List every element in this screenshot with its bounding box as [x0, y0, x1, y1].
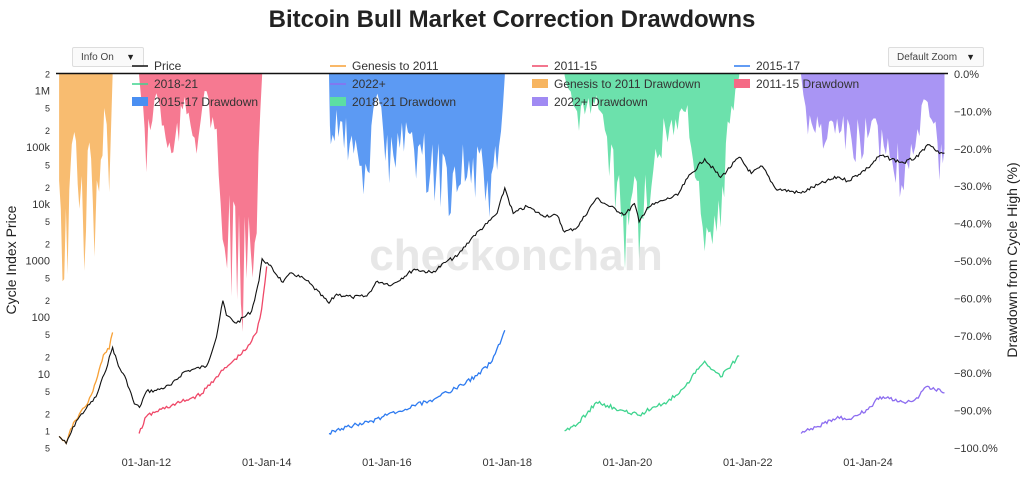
- y-tick-label: 2: [45, 296, 50, 306]
- y2-tick-label: −80.0%: [954, 368, 992, 380]
- x-tick-label: 01-Jan-12: [122, 457, 172, 469]
- right-y-axis: 0.0% −10.0% −20.0% −30.0% −40.0% −50.0% −60.0%…: [954, 69, 998, 455]
- y2-tick-label: −100.0%: [954, 443, 998, 455]
- drawdown-area-genesis-to-2011-drawdown: [59, 74, 113, 282]
- legend-label-2022: 2022+: [352, 77, 386, 91]
- watermark: checkonchain: [369, 231, 662, 280]
- y-tick-label: 2: [45, 409, 50, 419]
- y2-tick-label: −10.0%: [954, 106, 992, 118]
- x-tick-label: 01-Jan-22: [723, 457, 773, 469]
- y-tick-label: 2: [45, 183, 50, 193]
- legend-label-2015-17-drawdown: 2015-17 Drawdown: [154, 95, 258, 109]
- y-tick-label: 1: [45, 426, 50, 436]
- series-line-2018-21: [564, 355, 740, 432]
- legend-label-price: Price: [154, 59, 182, 73]
- y-tick-label: 2: [45, 70, 50, 80]
- info-toggle-dropdown[interactable]: Info On ▼: [72, 47, 144, 67]
- y-tick-label: 2: [45, 353, 50, 363]
- legend-label-2018-21-drawdown: 2018-21 Drawdown: [352, 95, 456, 109]
- y-tick-label: 2: [45, 239, 50, 249]
- info-toggle-label: Info On: [81, 51, 114, 63]
- y-tick-label: 2: [45, 126, 50, 136]
- y2-tick-label: −50.0%: [954, 256, 992, 268]
- drawdown-area-2018-21-drawdown: [564, 74, 740, 269]
- y-tick-label: 10: [38, 369, 50, 381]
- drawdown-areas: [59, 74, 945, 332]
- y2-tick-label: −30.0%: [954, 181, 992, 193]
- series-line-2022: [800, 385, 945, 434]
- y2-tick-label: −60.0%: [954, 293, 992, 305]
- y-tick-label: 100k: [26, 142, 50, 154]
- chart-title: Bitcoin Bull Market Correction Drawdowns: [268, 6, 756, 33]
- x-tick-label: 01-Jan-24: [843, 457, 893, 469]
- legend-label-2011-15-drawdown: 2011-15 Drawdown: [756, 77, 859, 91]
- y2-tick-label: −90.0%: [954, 406, 992, 418]
- x-tick-label: 01-Jan-18: [482, 457, 532, 469]
- y-tick-label: 10k: [32, 199, 50, 211]
- y-tick-label: 1000: [26, 256, 50, 268]
- y2-axis-title: Drawdown from Cycle High (%): [1004, 162, 1020, 357]
- y-tick-label: 5: [45, 217, 50, 227]
- series-line-2011-15: [138, 266, 268, 434]
- legend-swatch-genesis-to-2011-drawdown: [532, 79, 548, 88]
- x-tick-label: 01-Jan-16: [362, 457, 412, 469]
- y-tick-label: 5: [45, 444, 50, 454]
- drawdown-area-2022-drawdown: [801, 74, 945, 198]
- x-tick-label: 01-Jan-14: [242, 457, 292, 469]
- legend-label-genesis-to-2011-drawdown: Genesis to 2011 Drawdown: [554, 77, 701, 91]
- series-line-genesis-to-2011: [58, 332, 114, 446]
- series-line-2015-17: [328, 329, 506, 435]
- dropdown-arrow-icon: ▼: [126, 52, 135, 62]
- legend: Price Genesis to 2011 2011-15 2015-17 2018-2…: [132, 59, 859, 109]
- y2-tick-label: 0.0%: [954, 69, 979, 81]
- y-tick-label: 1M: [35, 86, 50, 98]
- y2-tick-label: −20.0%: [954, 144, 992, 156]
- series-line-price: [58, 144, 945, 445]
- y-tick-label: 5: [45, 330, 50, 340]
- y2-tick-label: −40.0%: [954, 219, 992, 231]
- legend-swatch-2018-21-drawdown: [330, 97, 346, 106]
- y2-tick-label: −70.0%: [954, 331, 992, 343]
- left-y-axis: 2 1M 5 2 100k 5 2 10k 5 2 1000 5 2 100 5 2 10 5 2 1 5: [26, 70, 51, 454]
- zoom-label: Default Zoom: [897, 51, 958, 63]
- x-tick-label: 01-Jan-20: [603, 457, 653, 469]
- y-tick-label: 5: [45, 160, 50, 170]
- y-axis-title: Cycle Index Price: [3, 205, 19, 314]
- price-lines: [58, 144, 945, 446]
- drawdown-area-2011-15-drawdown: [139, 74, 263, 332]
- y-tick-label: 100: [32, 312, 50, 324]
- legend-label-2018-21: 2018-21: [154, 77, 198, 91]
- y-tick-label: 5: [45, 387, 50, 397]
- y-tick-label: 5: [45, 274, 50, 284]
- legend-label-2022-drawdown: 2022+ Drawdown: [554, 95, 648, 109]
- drawdown-area-2015-17-drawdown: [329, 74, 505, 218]
- legend-label-genesis-to-2011: Genesis to 2011: [352, 59, 439, 73]
- zoom-dropdown[interactable]: Default Zoom ▼: [888, 47, 984, 67]
- legend-swatch-2015-17-drawdown: [132, 97, 148, 106]
- legend-label-2011-15: 2011-15: [554, 59, 597, 73]
- dropdown-arrow-icon: ▼: [966, 52, 975, 62]
- legend-label-2015-17: 2015-17: [756, 59, 800, 73]
- legend-swatch-2022-drawdown: [532, 97, 548, 106]
- x-axis: 01-Jan-12 01-Jan-14 01-Jan-16 01-Jan-18 01-J…: [122, 457, 893, 469]
- legend-swatch-2011-15-drawdown: [734, 79, 750, 88]
- y-tick-label: 5: [45, 104, 50, 114]
